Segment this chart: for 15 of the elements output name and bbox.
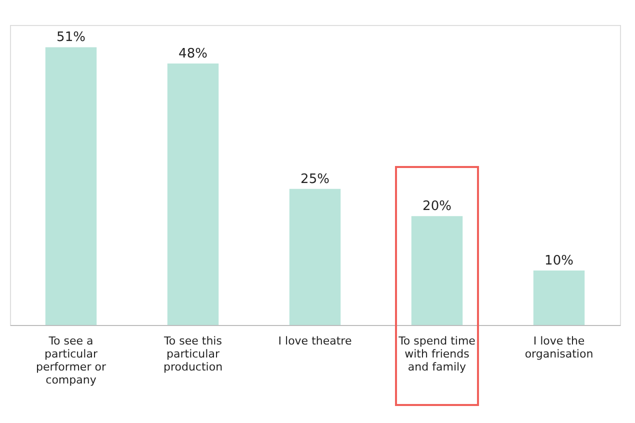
x-tick-label: To see this particular production: [163, 334, 223, 374]
data-label: 20%: [422, 199, 452, 214]
data-label: 10%: [544, 254, 574, 269]
bar: [533, 270, 585, 325]
data-label: 51%: [56, 30, 86, 46]
x-tick-label: To spend time with friends and family: [398, 334, 476, 374]
bar: [167, 64, 219, 325]
x-tick-label: I love the organisation: [524, 334, 594, 360]
x-tick-label: To see a particular performer or company: [36, 334, 106, 386]
bar: [289, 188, 341, 325]
x-tick-label: I love theatre: [278, 334, 352, 348]
data-label: 25%: [300, 172, 330, 187]
bar: [45, 47, 97, 325]
bar: [411, 216, 463, 325]
data-label: 48%: [178, 46, 208, 62]
